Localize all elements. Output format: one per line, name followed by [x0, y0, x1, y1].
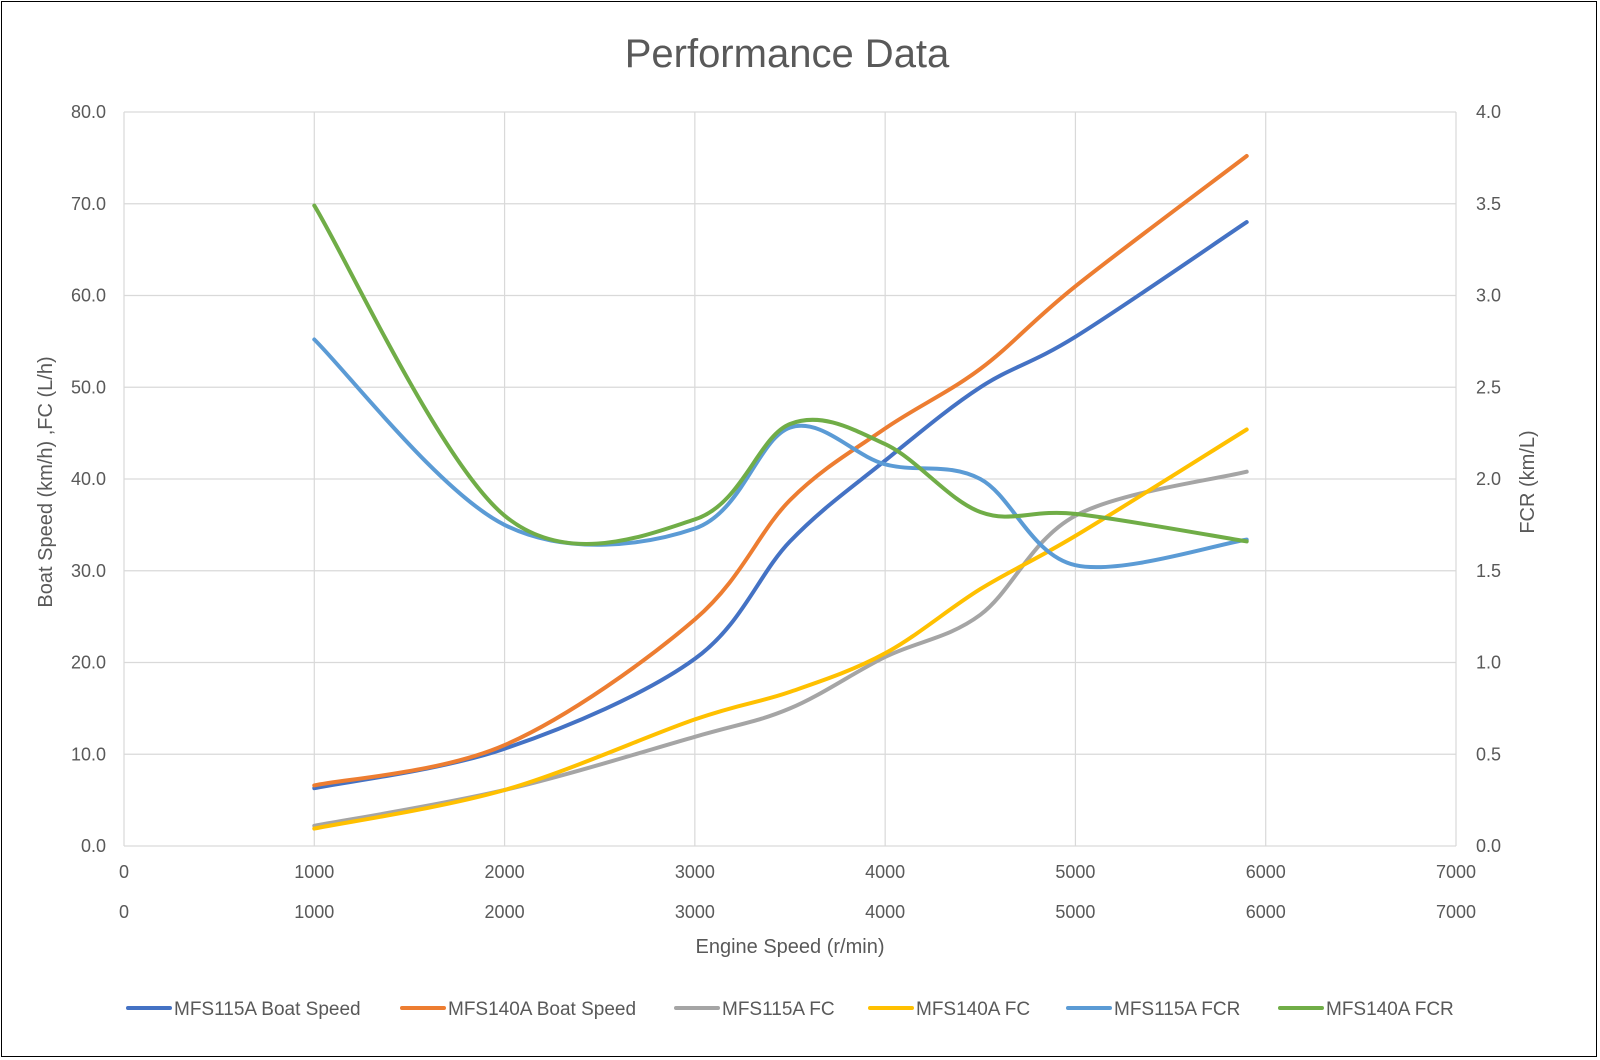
y-tick-label: 10.0	[71, 744, 106, 764]
x2-tick-label: 7000	[1436, 902, 1476, 922]
y2-axis-title: FCR (km/L)	[1517, 430, 1539, 533]
y2-tick-label: 4.0	[1476, 102, 1501, 122]
series-line-mfs140a-fcr	[312, 203, 1249, 547]
x2-tick-label: 5000	[1055, 902, 1095, 922]
y2-tick-label: 3.5	[1476, 194, 1501, 214]
y-tick-label: 40.0	[71, 469, 106, 489]
x-tick-label: 0	[119, 862, 129, 882]
x2-tick-label: 0	[119, 902, 129, 922]
legend-label: MFS115A FC	[722, 999, 835, 1020]
x2-tick-label: 1000	[294, 902, 334, 922]
y-tick-label: 30.0	[71, 561, 106, 581]
y-tick-label: 70.0	[71, 194, 106, 214]
legend-label: MFS115A Boat Speed	[174, 999, 361, 1020]
legend-item-mfs140a-fcr: MFS140A FCR	[1278, 999, 1454, 1020]
legend-item-mfs115a-boat-speed: MFS115A Boat Speed	[126, 999, 361, 1020]
x-tick-label: 2000	[485, 862, 525, 882]
legend-label: MFS140A FCR	[1326, 999, 1454, 1020]
series-line-mfs140a-boat-speed	[312, 154, 1249, 788]
legend: MFS115A Boat Speed MFS140A Boat Speed MFS1…	[126, 999, 1454, 1020]
legend-label: MFS115A FCR	[1114, 999, 1240, 1020]
y-tick-label: 20.0	[71, 653, 106, 673]
x2-tick-label: 6000	[1246, 902, 1286, 922]
x-tick-label: 7000	[1436, 862, 1476, 882]
y-tick-label: 50.0	[71, 377, 106, 397]
x-axis-title: Engine Speed (r/min)	[696, 936, 885, 958]
ticks-layer: 0.0 0.0 10.0 0.5 20.0 1.0 30.0 1.5 40.0 2.0 50.0 2.…	[71, 102, 1501, 922]
y-tick-label: 80.0	[71, 102, 106, 122]
y-axis-title: Boat Speed (km/h) ,FC (L/h)	[35, 356, 57, 607]
x2-tick-label: 4000	[865, 902, 905, 922]
legend-item-mfs115a-fc: MFS115A FC	[674, 999, 835, 1020]
y-tick-label: 60.0	[71, 286, 106, 306]
series-line-mfs140a-fc	[312, 427, 1249, 831]
x-tick-label: 6000	[1246, 862, 1286, 882]
x2-tick-label: 3000	[675, 902, 715, 922]
series-line-mfs115a-fcr	[312, 337, 1249, 570]
grid-layer	[123, 111, 1457, 847]
x2-tick-label: 2000	[485, 902, 525, 922]
legend-item-mfs140a-boat-speed: MFS140A Boat Speed	[400, 999, 636, 1020]
x-tick-label: 3000	[675, 862, 715, 882]
legend-label: MFS140A Boat Speed	[448, 999, 636, 1020]
y2-tick-label: 2.0	[1476, 469, 1501, 489]
series-line-mfs115a-boat-speed	[312, 220, 1249, 791]
x-tick-label: 1000	[294, 862, 334, 882]
y-tick-label: 0.0	[81, 836, 106, 856]
legend-item-mfs140a-fc: MFS140A FC	[868, 999, 1030, 1020]
x-tick-label: 5000	[1055, 862, 1095, 882]
series-layer	[312, 154, 1249, 831]
y2-tick-label: 0.5	[1476, 744, 1501, 764]
series-line-mfs115a-fc	[312, 469, 1249, 828]
x-tick-label: 4000	[865, 862, 905, 882]
legend-item-mfs115a-fcr: MFS115A FCR	[1066, 999, 1240, 1020]
y2-tick-label: 1.5	[1476, 561, 1501, 581]
chart-title: Performance Data	[625, 32, 950, 76]
y2-tick-label: 0.0	[1476, 836, 1501, 856]
y2-tick-label: 1.0	[1476, 653, 1501, 673]
legend-label: MFS140A FC	[916, 999, 1030, 1020]
y2-tick-label: 3.0	[1476, 286, 1501, 306]
y2-tick-label: 2.5	[1476, 377, 1501, 397]
